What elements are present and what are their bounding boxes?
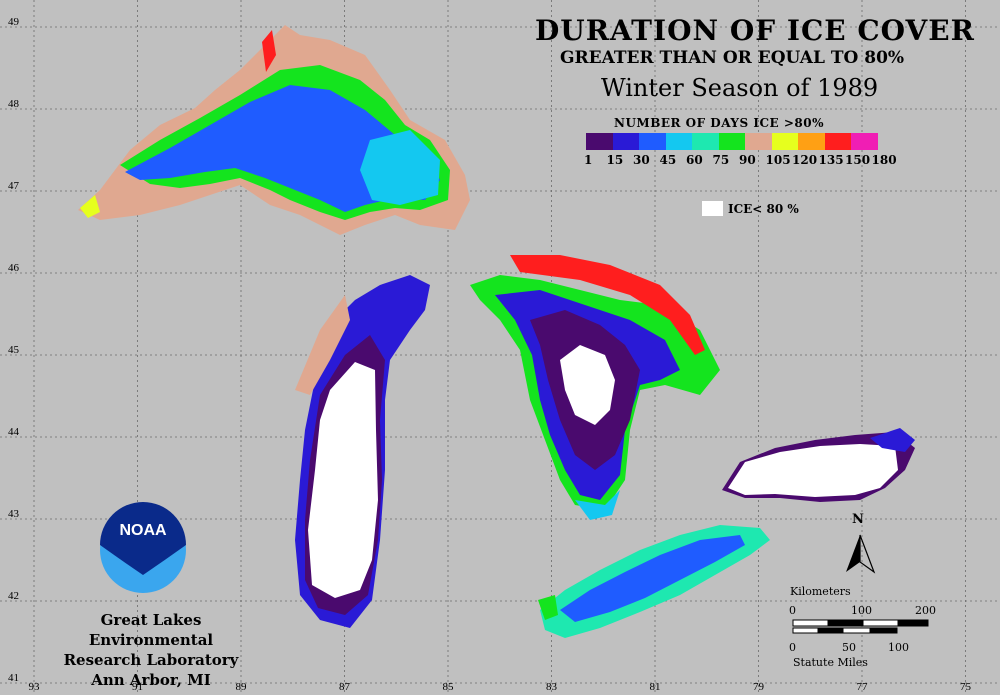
- legend-label-135: 135: [818, 153, 844, 167]
- legend-swatch-4: [692, 133, 719, 150]
- lake-ontario-east-blue: [870, 428, 915, 452]
- legend-swatch-6: [745, 133, 772, 150]
- legend-label-105: 105: [765, 153, 791, 167]
- legend-swatch-9: [824, 133, 851, 150]
- lake-michigan-orange-green: [295, 295, 350, 395]
- scale-mi-50: 50: [842, 641, 856, 654]
- legend-swatch-7: [771, 133, 798, 150]
- lon-tick-91: 91: [132, 681, 143, 693]
- legend-swatch-5: [718, 133, 745, 150]
- noaa-logo: NOAA: [100, 502, 186, 593]
- lake-erie-blue: [560, 535, 745, 622]
- legend-label-60: 60: [686, 153, 703, 167]
- legend-color-bar: [586, 133, 878, 150]
- lake-ontario-open-water: [728, 444, 898, 497]
- map-subtitle: GREATER THAN OR EQUAL TO 80%: [560, 48, 905, 68]
- lon-tick-93: 93: [29, 681, 41, 693]
- lake-erie: [538, 525, 770, 638]
- org-line-3: Ann Arbor, MI: [91, 671, 211, 689]
- map-title: DURATION OF ICE COVER: [535, 14, 975, 47]
- legend-label-1: 1: [584, 153, 593, 167]
- legend-labels: 1 15 30 45 60 75 90 105 120 135 150 180: [580, 153, 940, 169]
- lon-tick-87: 87: [339, 681, 351, 693]
- lat-tick-47: 47: [8, 180, 20, 192]
- legend-label-90: 90: [739, 153, 756, 167]
- lake-superior-red-fringe: [262, 30, 276, 72]
- lake-huron: [470, 255, 720, 520]
- scale-mi-100: 100: [888, 641, 909, 654]
- scale-km-100: 100: [851, 604, 872, 617]
- lon-tick-79: 79: [753, 681, 765, 693]
- legend-label-15: 15: [606, 153, 624, 167]
- lake-ontario: [722, 428, 915, 502]
- ice-lt-80-swatch: [702, 201, 723, 216]
- lake-superior: [78, 25, 470, 235]
- lake-huron-red-fringe: [510, 255, 705, 355]
- lat-tick-49: 49: [8, 16, 20, 28]
- lake-erie-west: [538, 595, 558, 620]
- ice-lt-80-label: ICE< 80 %: [728, 202, 799, 216]
- lake-superior-blue-core: [125, 85, 440, 212]
- season-label: Winter Season of 1989: [601, 74, 879, 102]
- lat-tick-46: 46: [8, 262, 20, 274]
- legend-label-120: 120: [792, 153, 818, 167]
- lake-huron-cyan-south: [575, 490, 620, 520]
- legend-swatch-1: [612, 133, 639, 150]
- legend-swatch-10: [851, 133, 878, 150]
- lon-tick-81: 81: [650, 681, 661, 693]
- north-label: N: [852, 512, 864, 527]
- lon-tick-89: 89: [236, 681, 248, 693]
- legend-label-150: 150: [845, 153, 871, 167]
- legend-swatch-2: [639, 133, 666, 150]
- lat-tick-41: 41: [8, 672, 19, 684]
- lat-tick-43: 43: [8, 508, 20, 520]
- north-arrow: [846, 534, 876, 574]
- lon-tick-77: 77: [857, 681, 869, 693]
- legend-swatch-3: [665, 133, 692, 150]
- scale-km-200: 200: [915, 604, 936, 617]
- lon-tick-85: 85: [443, 681, 455, 693]
- legend-label-30: 30: [633, 153, 650, 167]
- legend-swatch-0: [586, 133, 613, 150]
- logo-text: NOAA: [119, 522, 167, 539]
- lake-superior-yellow-fringe: [80, 195, 100, 218]
- scale-mi-label: Statute Miles: [793, 656, 868, 669]
- legend-label-75: 75: [712, 153, 730, 167]
- lake-superior-cyan-patch: [360, 130, 440, 205]
- scale-km-label: Kilometers: [790, 585, 851, 598]
- organization-block: Great Lakes Environmental Research Labor…: [36, 610, 266, 690]
- legend-label-180: 180: [871, 153, 897, 167]
- scale-bar: [792, 619, 929, 634]
- legend-swatch-8: [798, 133, 825, 150]
- lat-tick-44: 44: [8, 426, 20, 438]
- legend-title: NUMBER OF DAYS ICE >80%: [614, 116, 824, 130]
- lat-tick-42: 42: [8, 590, 19, 602]
- lake-huron-open-water: [560, 345, 615, 425]
- lake-michigan-open-water: [308, 362, 378, 598]
- legend-label-45: 45: [659, 153, 677, 167]
- scale-mi-0: 0: [789, 641, 796, 654]
- org-line-2: Research Laboratory: [63, 651, 239, 669]
- lake-michigan: [295, 275, 430, 628]
- lon-tick-83: 83: [546, 681, 558, 693]
- lon-tick-75: 75: [960, 681, 972, 693]
- scale-km-0: 0: [789, 604, 796, 617]
- lat-tick-45: 45: [8, 344, 20, 356]
- org-line-1: Great Lakes Environmental: [88, 611, 214, 649]
- lat-tick-48: 48: [8, 98, 20, 110]
